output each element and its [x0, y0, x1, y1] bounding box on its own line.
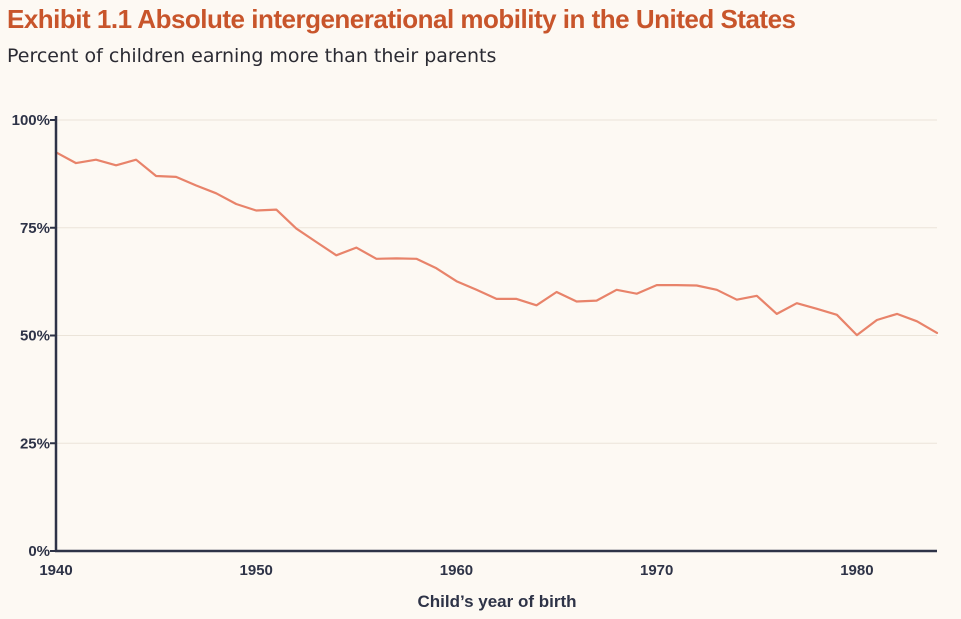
x-tick-label-1940: 1940 — [39, 562, 72, 579]
series-line-0 — [54, 151, 939, 337]
y-tick-label-0: 0% — [28, 543, 50, 560]
x-axis-label: Child’s year of birth — [417, 592, 576, 611]
y-axis-ticks: 0% 25% 50% 75% 100% — [12, 112, 56, 560]
y-tick-label-25: 25% — [20, 435, 50, 452]
y-tick-label-75: 75% — [20, 220, 50, 237]
x-tick-label-1980: 1980 — [840, 562, 873, 579]
x-tick-label-1960: 1960 — [440, 562, 473, 579]
y-tick-label-50: 50% — [20, 328, 50, 345]
chart-title: Exhibit 1.1 Absolute intergenerational m… — [7, 4, 796, 34]
chart-subtitle: Percent of children earning more than th… — [7, 45, 497, 67]
gridlines — [56, 119, 937, 444]
x-tick-label-1970: 1970 — [640, 562, 673, 579]
series-group — [54, 151, 939, 337]
y-tick-label-100: 100% — [12, 112, 50, 129]
x-axis-ticks: 1940 1950 1960 1970 1980 — [39, 562, 873, 579]
x-tick-label-1950: 1950 — [240, 562, 273, 579]
